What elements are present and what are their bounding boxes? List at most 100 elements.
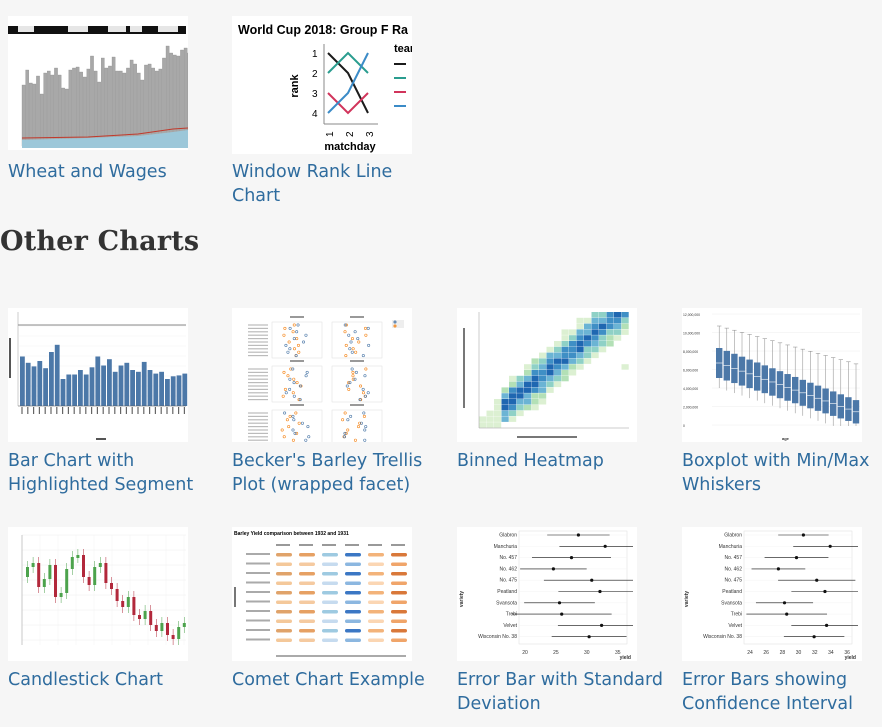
error-bar-ci-thumbnail[interactable]: Glabron Manchuria No. 457 No. 462 No. 475 Pea… (682, 527, 862, 661)
thumbnail-mark (584, 317, 592, 324)
thumbnail-mark (501, 399, 509, 405)
thumbnail-mark (368, 591, 384, 595)
thumbnail-mark (353, 438, 357, 442)
thumbnail-label: yield (620, 655, 631, 661)
thumbnail-mark (364, 394, 368, 398)
thumbnail-mark (18, 26, 34, 32)
thumbnail-mark (298, 384, 302, 388)
wheat-and-wages-thumbnail[interactable] (8, 16, 188, 150)
error-bar-std-link[interactable]: Error Bar with Standard Deviation (457, 670, 664, 714)
thumbnail-mark (358, 421, 362, 425)
bar-highlighted-link[interactable]: Bar Chart with Highlighted Segment (8, 451, 194, 495)
thumbnail-mark (350, 316, 364, 318)
thumbnail-mark (546, 358, 554, 364)
thumbnail-mark (248, 388, 268, 390)
thumbnail-mark (65, 569, 69, 593)
thumbnail-mark (282, 333, 286, 337)
thumbnail-mark (292, 377, 296, 381)
thumbnail-mark (361, 354, 365, 358)
thumbnail-mark (516, 381, 524, 388)
barley-trellis-link[interactable]: Becker's Barley Trellis Plot (wrapped fa… (232, 451, 423, 495)
thumbnail-mark (824, 623, 829, 627)
thumbnail-mark (361, 387, 365, 391)
thumbnail-mark (248, 426, 268, 428)
thumbnail-mark (248, 334, 268, 336)
thumbnail-mark (531, 404, 539, 411)
thumbnail-mark (246, 610, 270, 612)
comet-thumbnail[interactable]: Barley Yield comparison between 1932 and… (232, 527, 412, 661)
thumbnail-mark (129, 59, 134, 147)
thumbnail-mark (296, 323, 300, 327)
thumbnail-mark (49, 352, 54, 406)
thumbnail-mark (246, 572, 270, 574)
thumbnail-mark (486, 416, 494, 422)
thumbnail-mark (176, 375, 182, 406)
thumbnail-mark (322, 544, 336, 546)
thumbnail-mark (345, 591, 361, 595)
thumbnail-mark (271, 409, 323, 442)
thumbnail-mark (599, 312, 607, 318)
thumbnail-mark (560, 612, 564, 616)
thumbnail-mark (96, 438, 106, 440)
thumbnail-mark (509, 410, 517, 417)
thumbnail-mark (554, 364, 562, 370)
thumbnail-mark (391, 600, 407, 604)
thumbnail-mark (341, 418, 345, 422)
binned-heatmap-link[interactable]: Binned Heatmap (457, 451, 604, 471)
thumbnail-mark (246, 638, 270, 641)
thumbnail-mark (776, 567, 781, 571)
thumbnail-mark (57, 74, 62, 147)
thumbnail-label: variety (684, 591, 690, 607)
window-rank-link[interactable]: Window Rank Line Chart (232, 162, 393, 206)
thumbnail-mark (353, 377, 357, 381)
thumbnail-mark (248, 344, 268, 346)
thumbnail-mark (501, 410, 509, 417)
thumbnail-mark (539, 352, 547, 359)
barley-trellis-thumbnail[interactable] (232, 308, 412, 442)
thumbnail-mark (276, 581, 292, 585)
thumbnail-mark (246, 562, 270, 565)
thumbnail-label: 34 (828, 650, 834, 656)
thumbnail-mark (66, 374, 72, 406)
thumbnail-mark (124, 362, 130, 406)
thumbnail-label: No. 462 (724, 566, 742, 572)
thumbnail-mark (37, 361, 43, 406)
thumbnail-mark (169, 52, 173, 147)
thumbnail-mark (322, 629, 338, 633)
error-bar-ci-link[interactable]: Error Bars showing Confidence Interval (682, 670, 853, 714)
candlestick-thumbnail[interactable] (8, 527, 188, 661)
thumbnail-label: Svansota (496, 600, 517, 606)
thumbnail-label: 36 (844, 650, 850, 656)
comet-link[interactable]: Comet Chart Example (232, 670, 425, 690)
boxplot-thumbnail[interactable]: 12,000,000 10,000,000 8,000,000 6,000,000 4,… (682, 308, 862, 442)
thumbnail-label: Velvet (728, 623, 742, 629)
wheat-and-wages-link[interactable]: Wheat and Wages (8, 162, 167, 182)
thumbnail-mark (82, 555, 85, 577)
thumbnail-mark (364, 367, 368, 371)
thumbnail-mark (304, 333, 308, 337)
window-rank-x-tick: 1 (325, 131, 336, 137)
binned-heatmap-thumbnail[interactable] (457, 308, 637, 442)
thumbnail-mark (43, 368, 48, 406)
thumbnail-mark (494, 422, 502, 428)
thumbnail-label: Trebi (506, 612, 517, 618)
thumbnail-label: 8,000,000 (683, 350, 698, 354)
comet-chart: Barley Yield comparison between 1932 and… (234, 531, 407, 657)
thumbnail-mark (162, 57, 166, 147)
boxplot-link[interactable]: Boxplot with Min/Max Whiskers (682, 451, 870, 495)
thumbnail-mark (554, 381, 562, 388)
thumbnail-mark (137, 72, 141, 147)
error-bar-std-thumbnail[interactable]: Glabron Manchuria No. 457 No. 462 No. 475 Pea… (457, 527, 637, 661)
thumbnail-mark (561, 375, 569, 382)
thumbnail-mark (569, 341, 577, 347)
bar-highlighted-thumbnail[interactable] (8, 308, 188, 442)
window-rank-thumbnail[interactable]: World Cup 2018: Group F Ra rank 1 2 3 4 … (232, 16, 412, 154)
thumbnail-label: 35 (615, 650, 621, 656)
thumbnail-mark (361, 391, 365, 395)
thumbnail-mark (591, 329, 599, 335)
thumbnail-mark (554, 352, 562, 359)
thumbnail-label: 12,000,000 (683, 313, 700, 317)
thumbnail-mark (248, 392, 268, 394)
thumbnail-mark (281, 394, 285, 398)
candlestick-link[interactable]: Candlestick Chart (8, 670, 164, 690)
